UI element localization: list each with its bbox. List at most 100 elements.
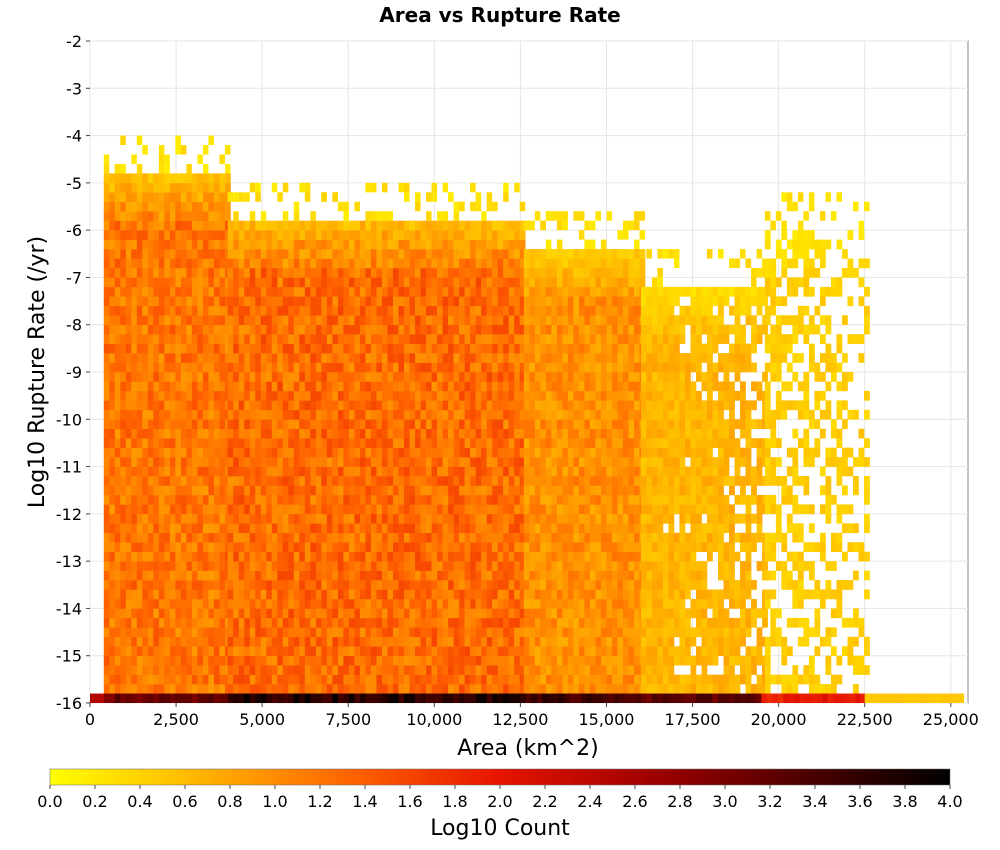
heatmap-cell [611, 570, 618, 581]
heatmap-cell [304, 390, 311, 401]
heatmap-cell [282, 362, 289, 373]
heatmap-cell [534, 438, 541, 448]
heatmap-cell [271, 494, 278, 505]
heatmap-cell [617, 617, 624, 628]
heatmap-cell [131, 334, 138, 344]
heatmap-cell [282, 447, 289, 458]
heatmap-cell [103, 636, 110, 647]
heatmap-cell [481, 476, 487, 486]
heatmap-cell [131, 617, 138, 628]
heatmap-cell [288, 684, 295, 694]
heatmap-cell [611, 513, 618, 524]
heatmap-cell [282, 324, 289, 335]
heatmap-cell [208, 561, 215, 571]
heatmap-cell [186, 598, 193, 609]
heatmap-cell [409, 457, 416, 467]
heatmap-cell [562, 504, 569, 515]
heatmap-cell [573, 570, 580, 581]
heatmap-cell [497, 617, 504, 628]
heatmap-cell [359, 504, 366, 515]
heatmap-cell [426, 513, 432, 524]
heatmap-cell [293, 230, 300, 240]
heatmap-cell [387, 409, 394, 420]
heatmap-cell [437, 655, 443, 666]
heatmap-cell [260, 277, 267, 288]
heatmap-cell [415, 608, 421, 619]
heatmap-cell [233, 447, 240, 458]
heatmap-cell [376, 504, 383, 515]
heatmap-cell [175, 580, 182, 590]
heatmap-cell [142, 494, 149, 505]
heatmap-cell [208, 334, 215, 344]
heatmap-cell [310, 428, 317, 439]
heatmap-cell [244, 598, 251, 609]
heatmap-cell [337, 428, 344, 439]
heatmap-cell [459, 608, 465, 619]
heatmap-cell [359, 655, 366, 666]
heatmap-cell [617, 684, 624, 694]
heatmap-cell [475, 655, 482, 666]
heatmap-cell [370, 182, 377, 193]
heatmap-cell [266, 400, 273, 411]
heatmap-cell [282, 561, 289, 571]
heatmap-cell [202, 476, 209, 486]
heatmap-cell [523, 523, 530, 534]
heatmap-cell [589, 655, 596, 666]
heatmap-cell [244, 542, 251, 552]
heatmap-cell [136, 220, 143, 231]
heatmap-cell [426, 627, 432, 638]
heatmap-cell [337, 551, 344, 562]
heatmap-cell [470, 400, 476, 411]
heatmap-cell [370, 608, 377, 619]
heatmap-cell [202, 409, 209, 420]
heatmap-cell [326, 617, 333, 628]
heatmap-cell [459, 353, 465, 363]
heatmap-cell [304, 655, 311, 666]
heatmap-cell [431, 239, 438, 250]
heatmap-cell [470, 230, 476, 240]
heatmap-cell [540, 249, 547, 259]
heatmap-cell [277, 409, 284, 420]
heatmap-cell [442, 513, 449, 524]
heatmap-cell [578, 561, 585, 571]
heatmap-cell [409, 646, 416, 657]
heatmap-cell [392, 239, 399, 250]
heatmap-cell [359, 438, 366, 448]
heatmap-cell [622, 419, 629, 430]
heatmap-cell [343, 353, 350, 363]
heatmap-cell [136, 324, 143, 335]
heatmap-cell [103, 390, 110, 401]
heatmap-cell [219, 646, 226, 657]
heatmap-cell [617, 362, 624, 373]
heatmap-cell [556, 646, 563, 657]
heatmap-cell [197, 617, 204, 628]
heatmap-cell [426, 598, 432, 609]
heatmap-cell [464, 674, 471, 685]
heatmap-cell [255, 551, 262, 562]
heatmap-cell [310, 249, 317, 259]
heatmap-cell [255, 277, 262, 288]
heatmap-cell [529, 674, 536, 685]
heatmap-cell [180, 267, 187, 278]
heatmap-cell [249, 494, 256, 505]
heatmap-cell [567, 504, 574, 515]
heatmap-cell [233, 532, 240, 543]
heatmap-cell [606, 655, 613, 666]
heatmap-cell [611, 267, 618, 278]
heatmap-cell [589, 570, 596, 581]
heatmap-cell [304, 182, 311, 193]
heatmap-cell [343, 466, 350, 477]
heatmap-cell [282, 230, 289, 240]
heatmap-cell [523, 570, 530, 581]
heatmap-cell [197, 192, 204, 203]
heatmap-cell [186, 485, 193, 496]
heatmap-cell [321, 353, 328, 363]
heatmap-cell [437, 267, 443, 278]
heatmap-cell [326, 447, 333, 458]
heatmap-cell [567, 372, 574, 382]
heatmap-cell [387, 466, 394, 477]
heatmap-cell [398, 532, 405, 543]
heatmap-cell [310, 674, 317, 685]
heatmap-cell [136, 409, 143, 420]
heatmap-cell [153, 580, 160, 590]
